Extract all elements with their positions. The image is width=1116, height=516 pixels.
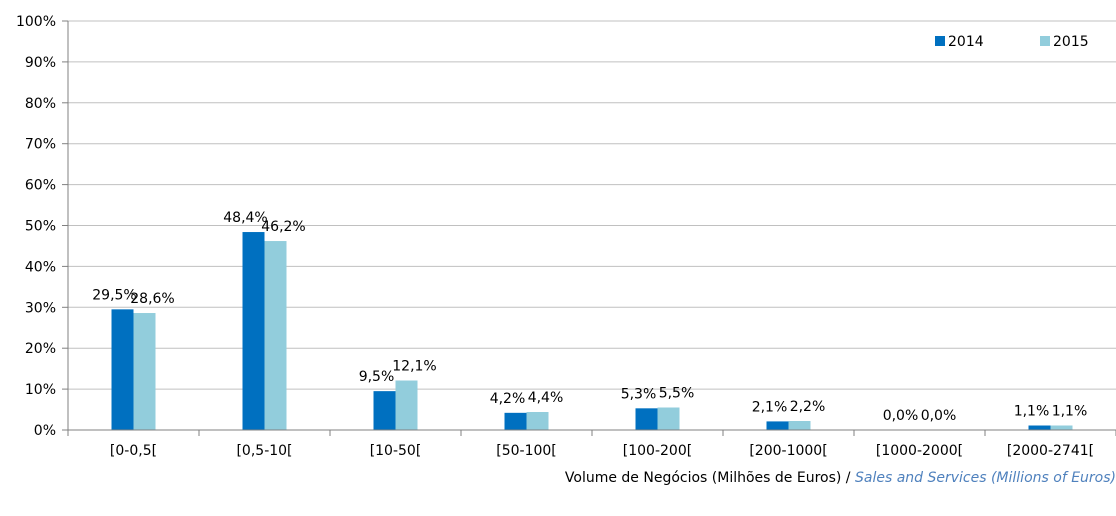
- x-tick-label: [100-200[: [623, 443, 692, 459]
- data-label: 48,4%: [223, 210, 267, 226]
- legend: 2014 2015: [935, 34, 1089, 50]
- data-label: 5,5%: [659, 386, 695, 402]
- legend-label-2014: 2014: [948, 34, 984, 50]
- data-label: 0,0%: [883, 408, 919, 424]
- legend-swatch-2014: [935, 36, 945, 46]
- bar-2014: [766, 421, 789, 430]
- data-label: 4,4%: [528, 390, 564, 406]
- bar-2014: [373, 391, 396, 430]
- bar-2015: [526, 412, 549, 430]
- legend-swatch-2015: [1040, 36, 1050, 46]
- data-label: 29,5%: [92, 287, 136, 303]
- y-tick-label: 60%: [25, 178, 56, 194]
- data-label: 5,3%: [621, 386, 657, 402]
- data-label: 28,6%: [130, 291, 174, 307]
- bar-2015: [133, 313, 156, 430]
- bar-2015: [264, 241, 287, 430]
- x-tick-label: [200-1000[: [749, 443, 827, 459]
- data-label: 1,1%: [1052, 404, 1088, 420]
- x-tick-label: [2000-2741[: [1007, 443, 1094, 459]
- bar-2015: [1050, 425, 1073, 430]
- x-tick-label: [1000-2000[: [876, 443, 963, 459]
- y-tick-label: 20%: [25, 341, 56, 357]
- data-label: 4,2%: [490, 391, 526, 407]
- x-tick-label: [0,5-10[: [236, 443, 292, 459]
- bar-2014: [635, 408, 658, 430]
- y-tick-label: 10%: [25, 382, 56, 398]
- bar-2015: [788, 421, 811, 430]
- data-label: 2,1%: [752, 399, 788, 415]
- gridlines: [68, 20, 1116, 390]
- bar-2015: [657, 407, 680, 430]
- bar-2014: [242, 232, 265, 430]
- x-tick-label: [10-50[: [370, 443, 422, 459]
- y-tick-label: 50%: [25, 219, 56, 235]
- legend-label-2015: 2015: [1053, 34, 1089, 50]
- data-label: 12,1%: [392, 359, 436, 375]
- x-axis-title-en: Sales and Services (Millions of Euros): [854, 470, 1116, 486]
- x-axis: [0-0,5[ [0,5-10[ [10-50[ [50-100[ [100-200[ […: [67, 429, 1116, 459]
- x-axis-title: Volume de Negócios (Milhões de Euros) / …: [216, 470, 1116, 486]
- bar-chart: 0%10%20%30%40%50%60%70%80%90%100% 29,5%2…: [16, 14, 1116, 459]
- data-label: 46,2%: [261, 219, 305, 235]
- y-tick-label: 0%: [34, 423, 56, 439]
- y-tick-label: 40%: [25, 259, 56, 275]
- y-tick-label: 90%: [25, 55, 56, 71]
- data-label: 9,5%: [359, 369, 395, 385]
- bars: 29,5%28,6% 48,4%46,2% 9,5%12,1% 4,2% 4,4% 5,3…: [92, 210, 1087, 430]
- x-axis-title-pt: Volume de Negócios (Milhões de Euros) /: [564, 470, 851, 486]
- y-tick-label: 70%: [25, 137, 56, 153]
- bar-2014: [111, 309, 134, 430]
- bar-2014: [1028, 425, 1051, 430]
- data-label: 2,2%: [790, 399, 826, 415]
- data-label: 0,0%: [921, 408, 957, 424]
- y-tick-label: 80%: [25, 96, 56, 112]
- y-tick-label: 100%: [16, 14, 56, 30]
- bar-2015: [395, 380, 418, 430]
- x-tick-label: [50-100[: [496, 443, 557, 459]
- x-tick-label: [0-0,5[: [110, 443, 157, 459]
- y-tick-label: 30%: [25, 300, 56, 316]
- bar-2014: [504, 412, 527, 430]
- data-label: 1,1%: [1014, 404, 1050, 420]
- y-axis: 0% 10% 20% 30% 40% 50% 60% 70% 80% 90% 100%: [16, 14, 69, 439]
